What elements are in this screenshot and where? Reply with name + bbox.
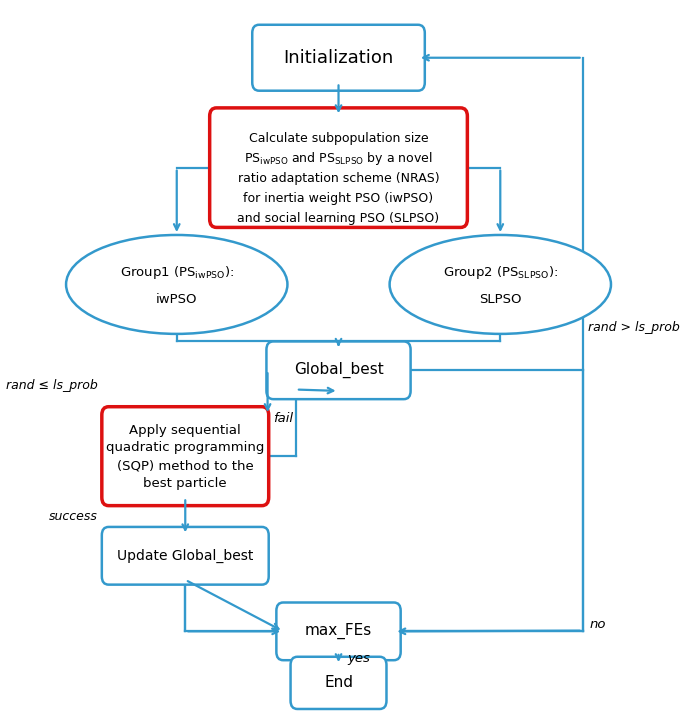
Text: no: no bbox=[589, 618, 606, 631]
FancyBboxPatch shape bbox=[266, 341, 410, 399]
Text: success: success bbox=[49, 510, 97, 523]
Text: PS$_{\mathsf{iwPSO}}$ and PS$_{\mathsf{SLPSO}}$ by a novel: PS$_{\mathsf{iwPSO}}$ and PS$_{\mathsf{S… bbox=[244, 150, 433, 167]
Text: max_FEs: max_FEs bbox=[305, 624, 372, 639]
Text: yes: yes bbox=[347, 652, 370, 665]
Text: best particle: best particle bbox=[143, 477, 227, 490]
Ellipse shape bbox=[66, 235, 288, 334]
Text: Calculate subpopulation size: Calculate subpopulation size bbox=[249, 132, 428, 145]
Text: iwPSO: iwPSO bbox=[156, 293, 197, 306]
Text: Initialization: Initialization bbox=[284, 49, 394, 67]
Text: End: End bbox=[324, 675, 353, 690]
FancyBboxPatch shape bbox=[210, 108, 467, 228]
FancyBboxPatch shape bbox=[276, 603, 401, 660]
FancyBboxPatch shape bbox=[102, 527, 269, 585]
Text: rand > ls_prob: rand > ls_prob bbox=[588, 321, 680, 334]
Text: ratio adaptation scheme (NRAS): ratio adaptation scheme (NRAS) bbox=[238, 172, 439, 185]
Text: Global_best: Global_best bbox=[294, 362, 384, 379]
Text: and social learning PSO (SLPSO): and social learning PSO (SLPSO) bbox=[238, 212, 440, 225]
Text: for inertia weight PSO (iwPSO): for inertia weight PSO (iwPSO) bbox=[243, 192, 434, 205]
Text: (SQP) method to the: (SQP) method to the bbox=[117, 459, 253, 472]
FancyBboxPatch shape bbox=[102, 407, 269, 505]
Text: quadratic programming: quadratic programming bbox=[106, 441, 264, 454]
FancyBboxPatch shape bbox=[290, 657, 386, 709]
Ellipse shape bbox=[390, 235, 611, 334]
Text: Update Global_best: Update Global_best bbox=[117, 549, 253, 563]
Text: fail: fail bbox=[273, 412, 293, 425]
FancyBboxPatch shape bbox=[252, 24, 425, 91]
Text: SLPSO: SLPSO bbox=[479, 293, 521, 306]
Text: rand ≤ ls_prob: rand ≤ ls_prob bbox=[5, 379, 97, 392]
Text: Group2 (PS$_{\mathsf{SLPSO}}$):: Group2 (PS$_{\mathsf{SLPSO}}$): bbox=[443, 264, 558, 281]
Text: Group1 (PS$_{\mathsf{iwPSO}}$):: Group1 (PS$_{\mathsf{iwPSO}}$): bbox=[120, 264, 234, 281]
Text: Apply sequential: Apply sequential bbox=[129, 423, 241, 436]
